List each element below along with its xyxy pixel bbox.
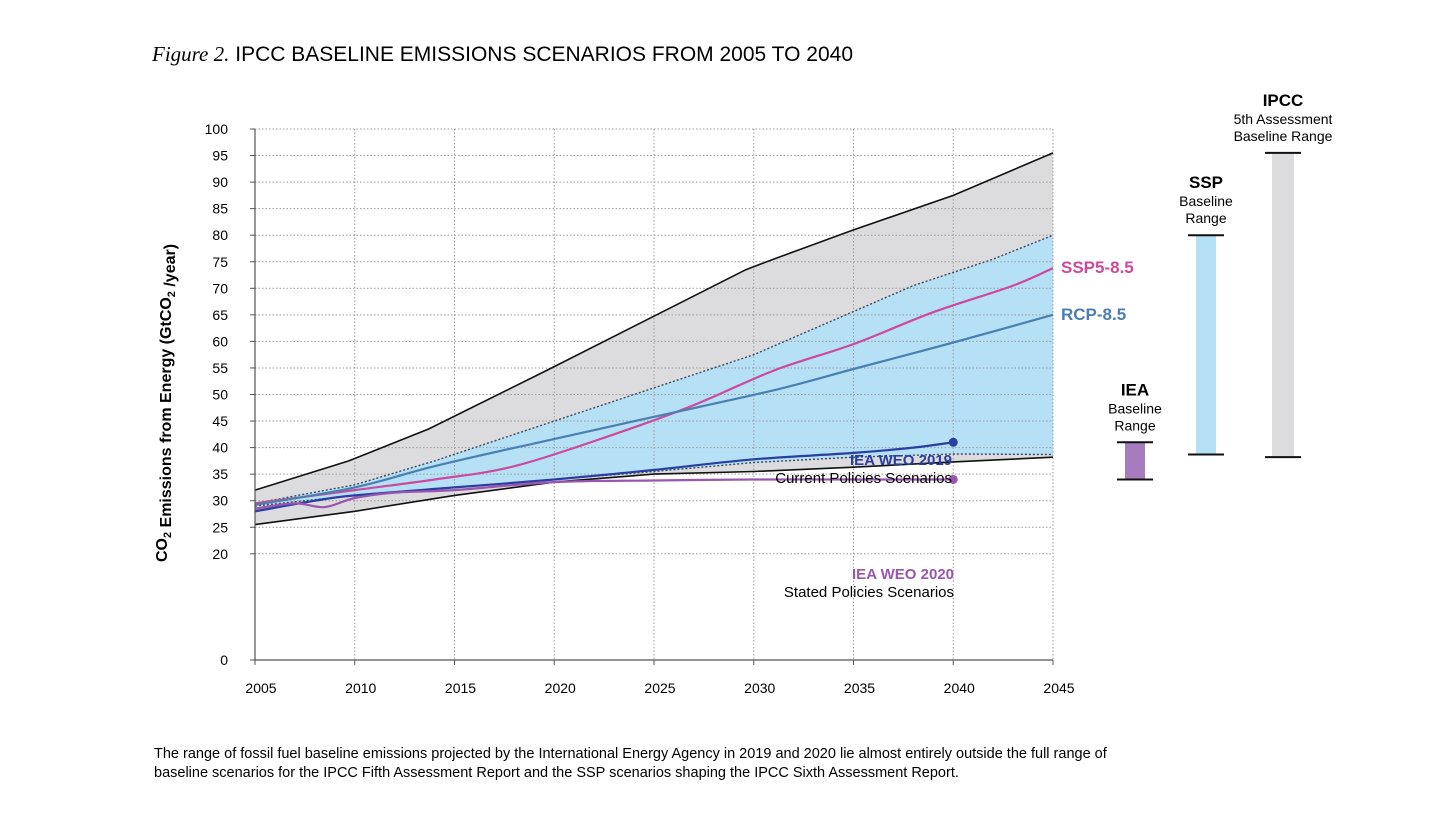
- x-tick-label: 2015: [445, 680, 476, 696]
- ssp-range-bar: [1196, 235, 1216, 455]
- y-tick-label: 25: [212, 519, 228, 535]
- figure-heading: IPCC BASELINE EMISSIONS SCENARIOS FROM 2…: [235, 43, 854, 66]
- y-axis-label-part: CO: [158, 297, 175, 321]
- iea-range-heading: IEA: [1121, 380, 1149, 399]
- y-tick-label: 35: [212, 466, 228, 482]
- x-tick-label: 2045: [1043, 680, 1074, 696]
- y-tick-label: 60: [212, 333, 228, 349]
- emissions-chart: 0202530354045505560657075808590951002005…: [154, 91, 1333, 696]
- ssp585-label: SSP5-8.5: [1061, 258, 1134, 277]
- ipcc-lower-line: [254, 456, 1054, 526]
- iea-weo-2020-line: [254, 478, 954, 510]
- ssp-upper-line: [254, 234, 1054, 505]
- y-tick-label: 50: [212, 387, 228, 403]
- x-tick-label: 2040: [944, 680, 975, 696]
- y-tick-label: 20: [212, 546, 228, 562]
- y-axis-label-subscript: 2: [162, 532, 174, 538]
- ssp-range-label-line: Range: [1185, 210, 1226, 226]
- y-tick-label: 70: [212, 280, 228, 296]
- x-tick-label: 2005: [245, 680, 276, 696]
- y-axis-label-subscript: 2: [166, 291, 178, 297]
- y-tick-label: 90: [212, 174, 228, 190]
- iea-weo-2019-sublabel: Current Policies Scenarios: [775, 470, 952, 487]
- figure-label: Figure 2.: [152, 42, 230, 66]
- iea-range-label-line: Range: [1114, 417, 1155, 433]
- iea-weo-2020-label: IEA WEO 2020: [852, 566, 954, 583]
- y-tick-label: 75: [212, 254, 228, 270]
- ipcc-range-label-line: 5th Assessment: [1234, 111, 1333, 127]
- ipcc-range-label-line: Baseline Range: [1234, 128, 1333, 144]
- y-tick-label: 0: [220, 652, 228, 668]
- series-lines: [254, 152, 1054, 526]
- y-tick-label: 45: [212, 413, 228, 429]
- y-tick-label: 100: [205, 121, 229, 137]
- y-axis-label-part: CO: [154, 538, 171, 562]
- figure-title: Figure 2. IPCC BASELINE EMISSIONS SCENAR…: [152, 42, 853, 67]
- range-bars-panel: RangeBaselineIEARangeBaselineSSPBaseline…: [1108, 91, 1333, 481]
- y-axis-label: CO2 Emissions from Energy (GtCO2 /year): [154, 244, 179, 562]
- iea-range-label-line: Baseline: [1108, 400, 1162, 416]
- iea-weo-2020-sublabel: Stated Policies Scenarios: [784, 584, 954, 601]
- ssp-range-heading: SSP: [1189, 173, 1223, 192]
- y-tick-label: 55: [212, 360, 228, 376]
- iea-weo-2019-line: [254, 441, 954, 513]
- y-axis-label-part: Emissions from Energy (Gt: [158, 321, 175, 532]
- ssp-range-label-line: Baseline: [1179, 193, 1233, 209]
- x-tick-label: 2010: [345, 680, 376, 696]
- y-tick-label: 40: [212, 440, 228, 456]
- y-axis-label-part: /year): [162, 244, 179, 291]
- iea-weo-2019-endpoint: [948, 437, 958, 447]
- rcp85-line: [254, 313, 1054, 506]
- axes: 0202530354045505560657075808590951002005…: [154, 121, 1075, 696]
- x-tick-label: 2030: [744, 680, 775, 696]
- y-tick-label: 30: [212, 493, 228, 509]
- y-tick-label: 95: [212, 148, 228, 164]
- y-tick-label: 65: [212, 307, 228, 323]
- ipcc-range-heading: IPCC: [1263, 91, 1304, 110]
- y-tick-label: 80: [212, 227, 228, 243]
- ipcc-upper-line: [254, 152, 1054, 491]
- rcp85-label: RCP-8.5: [1061, 305, 1126, 324]
- x-tick-label: 2035: [844, 680, 875, 696]
- x-tick-label: 2025: [644, 680, 675, 696]
- iea-weo-2019-label: IEA WEO 2019: [850, 452, 952, 469]
- x-tick-label: 2020: [545, 680, 576, 696]
- figure-caption: The range of fossil fuel baseline emissi…: [154, 746, 1107, 781]
- ipcc-range-bar: [1272, 152, 1294, 458]
- y-tick-label: 85: [212, 201, 228, 217]
- ssp585-line: [254, 267, 1054, 505]
- iea-weo-2020-endpoint: [948, 474, 958, 484]
- iea-range-bar: [1125, 442, 1145, 480]
